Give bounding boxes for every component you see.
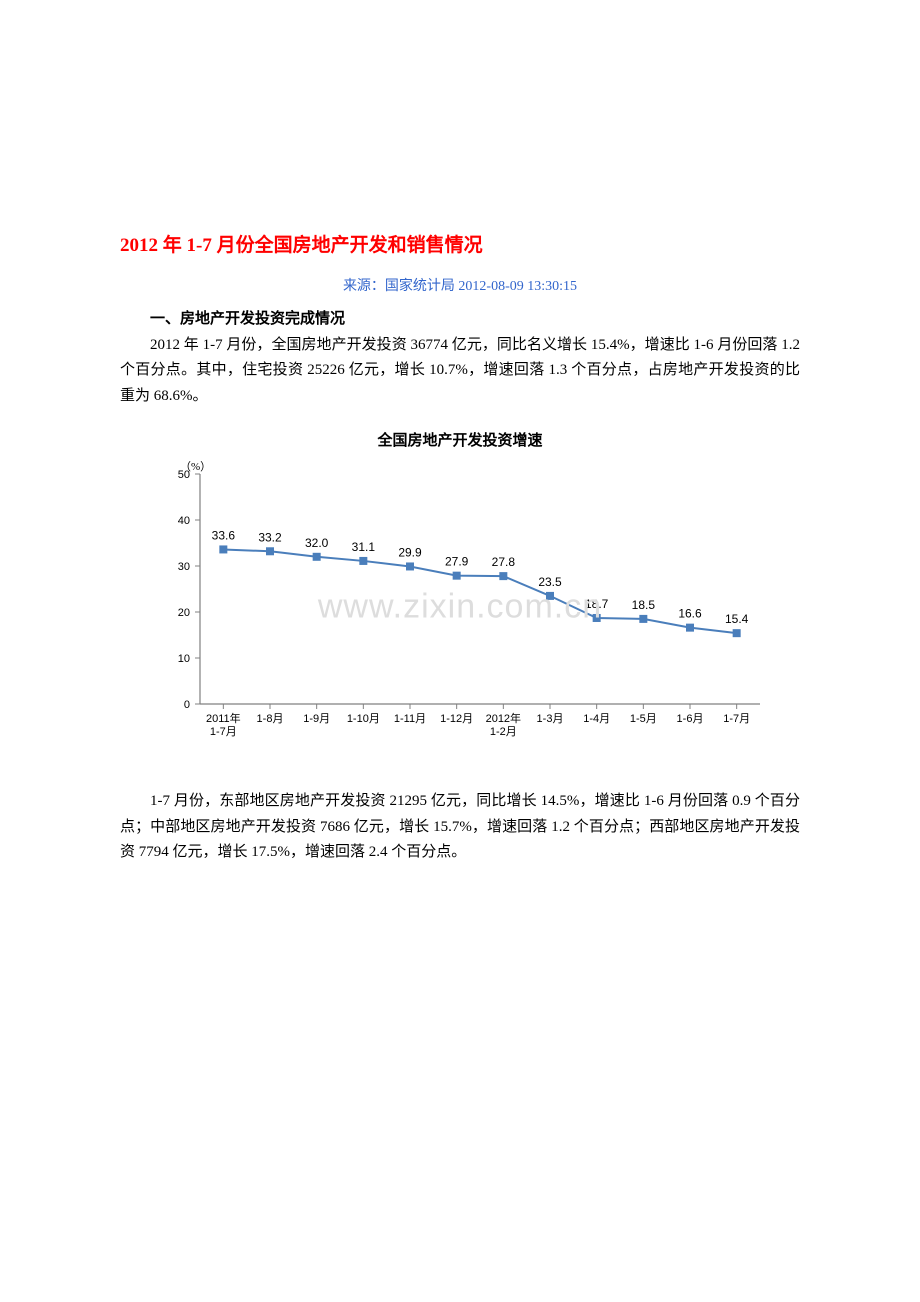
svg-text:16.6: 16.6: [678, 607, 702, 621]
svg-text:1-7月: 1-7月: [210, 726, 237, 738]
svg-text:1-12月: 1-12月: [440, 713, 473, 725]
chart-container: 全国房地产开发投资增速 www.zixin.com.cn （%）01020304…: [140, 429, 780, 759]
svg-text:2011年: 2011年: [206, 711, 241, 725]
svg-text:18.7: 18.7: [585, 597, 609, 611]
line-chart: （%）010203040502011年1-7月1-8月1-9月1-10月1-11…: [140, 454, 780, 754]
svg-text:29.9: 29.9: [398, 545, 422, 559]
document-page: 2012 年 1-7 月份全国房地产开发和销售情况 来源：国家统计局 2012-…: [0, 0, 920, 966]
svg-text:20: 20: [178, 607, 190, 619]
svg-text:1-9月: 1-9月: [303, 713, 330, 725]
svg-text:1-2月: 1-2月: [490, 726, 517, 738]
svg-text:1-5月: 1-5月: [630, 713, 657, 725]
section-heading-1: 一、房地产开发投资完成情况: [120, 307, 800, 333]
svg-text:27.9: 27.9: [445, 555, 469, 569]
svg-text:15.4: 15.4: [725, 612, 749, 626]
paragraph-2: 1-7 月份，东部地区房地产开发投资 21295 亿元，同比增长 14.5%，增…: [120, 789, 800, 866]
svg-text:1-11月: 1-11月: [394, 713, 426, 725]
svg-text:10: 10: [178, 653, 190, 665]
svg-text:40: 40: [178, 515, 190, 527]
svg-text:0: 0: [184, 699, 190, 711]
svg-text:27.8: 27.8: [492, 555, 516, 569]
svg-text:2012年: 2012年: [486, 711, 521, 725]
chart-title: 全国房地产开发投资增速: [140, 429, 780, 450]
svg-text:1-7月: 1-7月: [723, 713, 750, 725]
svg-text:1-6月: 1-6月: [677, 713, 704, 725]
svg-text:18.5: 18.5: [632, 598, 656, 612]
svg-text:1-3月: 1-3月: [537, 713, 564, 725]
svg-text:1-4月: 1-4月: [583, 713, 610, 725]
svg-text:31.1: 31.1: [352, 540, 376, 554]
svg-text:1-8月: 1-8月: [257, 713, 284, 725]
svg-text:33.2: 33.2: [258, 530, 282, 544]
svg-text:23.5: 23.5: [538, 575, 562, 589]
paragraph-1: 2012 年 1-7 月份，全国房地产开发投资 36774 亿元，同比名义增长 …: [120, 333, 800, 410]
svg-text:30: 30: [178, 561, 190, 573]
svg-text:50: 50: [178, 469, 190, 481]
svg-text:1-10月: 1-10月: [347, 713, 380, 725]
source-line: 来源：国家统计局 2012-08-09 13:30:15: [120, 275, 800, 295]
document-title: 2012 年 1-7 月份全国房地产开发和销售情况: [120, 230, 800, 257]
svg-text:33.6: 33.6: [212, 528, 236, 542]
svg-text:32.0: 32.0: [305, 536, 329, 550]
